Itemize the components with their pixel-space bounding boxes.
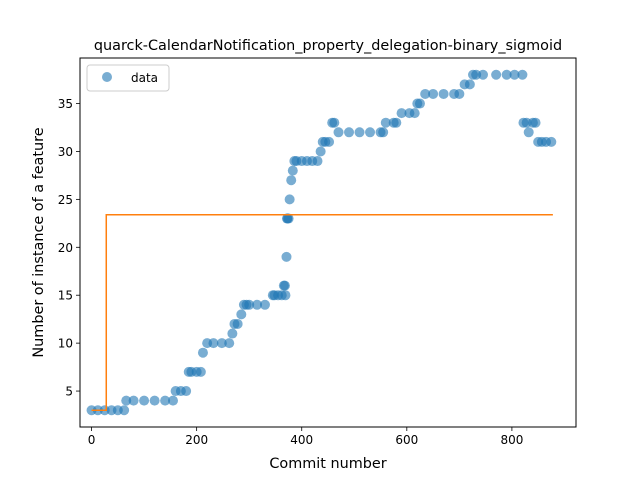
data-point (344, 127, 355, 138)
data-point (128, 395, 139, 406)
data-point (501, 69, 512, 80)
data-point (380, 117, 391, 128)
data-point (312, 156, 323, 167)
data-point (329, 117, 340, 128)
y-tick-label: 5 (65, 385, 73, 399)
data-point (236, 309, 247, 320)
x-tick-label: 400 (290, 433, 313, 447)
data-point (281, 251, 292, 262)
data-point (414, 98, 425, 109)
data-point (517, 69, 528, 80)
data-point (464, 79, 475, 90)
data-point (391, 117, 402, 128)
data-point (509, 69, 520, 80)
x-tick-label: 800 (500, 433, 523, 447)
data-point (280, 290, 291, 301)
data-point (224, 338, 235, 349)
data-point (121, 395, 132, 406)
data-point (232, 318, 243, 329)
x-tick-label: 0 (88, 433, 96, 447)
legend: data (86, 64, 170, 92)
y-tick-label: 10 (58, 337, 73, 351)
data-point (283, 213, 294, 224)
data-point (409, 108, 420, 119)
data-point (252, 299, 263, 310)
y-tick-label: 15 (58, 289, 73, 303)
y-tick-label: 30 (58, 145, 73, 159)
data-point (396, 108, 407, 119)
data-point (259, 299, 270, 310)
y-tick-label: 35 (58, 97, 73, 111)
data-point (428, 88, 439, 99)
data-point (354, 127, 365, 138)
data-point (420, 88, 431, 99)
legend-box (86, 64, 170, 92)
data-point (181, 386, 192, 397)
data-point (149, 395, 160, 406)
data-point (378, 127, 389, 138)
data-point (227, 328, 238, 339)
x-tick-label: 200 (185, 433, 208, 447)
data-point (324, 136, 335, 147)
data-point (216, 338, 227, 349)
y-tick-label: 20 (58, 241, 73, 255)
data-point (478, 69, 488, 80)
data-point (139, 395, 150, 406)
data-point (491, 69, 502, 80)
data-point (438, 88, 449, 99)
data-point (119, 405, 130, 416)
data-point (284, 194, 295, 205)
plot-frame (79, 57, 577, 428)
data-point (208, 338, 219, 349)
chart-marks (86, 69, 557, 416)
data-point (365, 127, 376, 138)
x-axis-label: Commit number (269, 456, 386, 472)
data-point (160, 395, 171, 406)
y-tick-label: 25 (58, 193, 73, 207)
legend-entry-data: data (131, 71, 158, 85)
legend-marker (102, 72, 112, 82)
data-point (333, 127, 344, 138)
chart-axes: 0 200 400 600 800 5 10 15 20 25 30 35 (58, 97, 524, 447)
data-point (197, 347, 208, 358)
data-point (168, 395, 178, 406)
fit-line (91, 213, 553, 411)
data-point (546, 136, 557, 147)
chart-title: quarck-CalendarNotification_property_del… (94, 38, 562, 54)
data-point (195, 366, 206, 377)
data-point (315, 146, 326, 157)
plot-area (80, 58, 576, 427)
data-point (244, 299, 255, 310)
data-point (523, 127, 534, 138)
y-axis-label: Number of instance of a feature (31, 127, 47, 357)
data-point (279, 280, 290, 291)
data-point (454, 88, 465, 99)
data-point (287, 165, 298, 176)
data-point (286, 175, 297, 186)
x-tick-label: 600 (395, 433, 418, 447)
data-point (530, 117, 541, 128)
